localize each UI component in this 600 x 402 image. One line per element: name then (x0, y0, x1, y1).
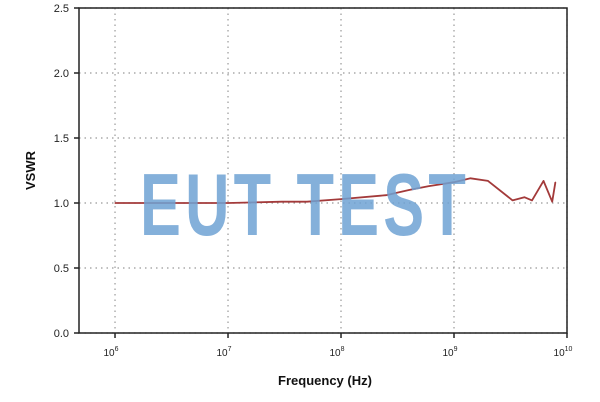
y-tick-label: 0.0 (54, 328, 69, 340)
data-point (469, 177, 472, 179)
x-tick-base: 10 (442, 348, 454, 359)
x-tick-label: 1010 (554, 346, 573, 359)
x-tick-exp: 8 (341, 346, 345, 353)
x-tick-exp: 10 (565, 346, 573, 353)
x-tick-exp: 7 (228, 346, 232, 353)
x-axis-label: Frequency (Hz) (278, 373, 372, 388)
data-point (551, 201, 553, 203)
y-axis-label: VSWR (23, 150, 38, 190)
x-tick-label: 106 (104, 346, 119, 359)
data-point (542, 180, 545, 182)
y-tick-label: 0.5 (54, 263, 69, 275)
y-tick-label: 1.5 (54, 133, 69, 145)
x-tick-base: 10 (104, 348, 116, 359)
data-point (227, 202, 229, 204)
x-tick-base: 10 (329, 348, 341, 359)
data-point (523, 196, 526, 198)
x-tick-exp: 9 (454, 346, 458, 353)
x-tick-base: 10 (554, 348, 566, 359)
data-point (114, 202, 116, 204)
data-point (340, 198, 342, 200)
y-tick-label: 2.5 (54, 3, 69, 15)
data-point (511, 199, 514, 201)
x-tick-label: 107 (216, 346, 231, 359)
y-tick-label: 1.0 (54, 198, 69, 210)
x-tick-label: 109 (442, 346, 457, 359)
x-tick-base: 10 (216, 348, 228, 359)
y-tick-label: 2.0 (54, 68, 69, 80)
data-point (554, 181, 557, 183)
plot-frame (78, 7, 568, 334)
x-tick-exp: 6 (115, 346, 119, 353)
watermark-logo: EUT TEST (140, 155, 470, 254)
data-point (453, 181, 455, 183)
x-tick-label: 108 (329, 346, 344, 359)
data-point (531, 199, 533, 201)
data-point (408, 189, 410, 191)
data-point (281, 201, 283, 203)
data-point (385, 194, 387, 196)
data-point (306, 201, 308, 203)
data-point (487, 180, 489, 182)
data-point (428, 185, 430, 187)
